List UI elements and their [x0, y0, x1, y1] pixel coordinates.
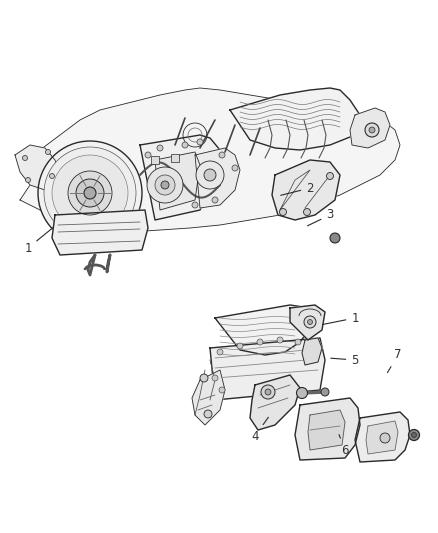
Circle shape — [25, 177, 31, 182]
Circle shape — [204, 410, 212, 418]
Circle shape — [46, 149, 50, 155]
Circle shape — [68, 171, 112, 215]
Circle shape — [304, 316, 316, 328]
Polygon shape — [52, 210, 148, 255]
Circle shape — [157, 145, 163, 151]
Polygon shape — [302, 338, 322, 365]
Circle shape — [197, 139, 203, 145]
Polygon shape — [250, 375, 300, 430]
Text: 3: 3 — [307, 208, 334, 226]
Circle shape — [307, 319, 312, 325]
Circle shape — [232, 165, 238, 171]
Polygon shape — [230, 88, 360, 150]
Circle shape — [330, 233, 340, 243]
Circle shape — [145, 152, 151, 158]
Text: 2: 2 — [281, 182, 314, 195]
Polygon shape — [15, 145, 60, 190]
Circle shape — [295, 339, 301, 345]
Polygon shape — [308, 410, 345, 450]
Bar — [171, 154, 179, 162]
Text: 6: 6 — [339, 434, 349, 456]
Circle shape — [219, 152, 225, 158]
Polygon shape — [366, 421, 398, 454]
Circle shape — [44, 147, 136, 239]
Circle shape — [380, 433, 390, 443]
Circle shape — [192, 202, 198, 208]
Circle shape — [365, 123, 379, 137]
Polygon shape — [140, 135, 220, 220]
Polygon shape — [155, 152, 200, 210]
Circle shape — [411, 432, 417, 438]
Text: 7: 7 — [388, 349, 402, 373]
Polygon shape — [192, 370, 225, 425]
Circle shape — [204, 169, 216, 181]
Circle shape — [265, 389, 271, 395]
Circle shape — [161, 181, 169, 189]
Circle shape — [237, 343, 243, 349]
Circle shape — [52, 155, 128, 231]
Polygon shape — [290, 305, 325, 340]
Circle shape — [217, 349, 223, 355]
Circle shape — [304, 208, 311, 215]
Circle shape — [321, 388, 329, 396]
Circle shape — [369, 127, 375, 133]
Circle shape — [219, 387, 225, 393]
Polygon shape — [295, 398, 360, 460]
Text: 1: 1 — [323, 311, 359, 325]
Text: 4: 4 — [251, 417, 268, 442]
Circle shape — [297, 387, 307, 399]
Circle shape — [76, 179, 104, 207]
Circle shape — [84, 187, 96, 199]
Polygon shape — [355, 412, 410, 462]
Circle shape — [257, 339, 263, 345]
Polygon shape — [272, 160, 340, 220]
Circle shape — [49, 174, 54, 179]
Circle shape — [279, 208, 286, 215]
Text: 5: 5 — [331, 353, 359, 367]
Polygon shape — [20, 88, 400, 232]
Circle shape — [22, 156, 28, 160]
Circle shape — [212, 375, 218, 381]
Polygon shape — [350, 108, 390, 148]
Circle shape — [212, 197, 218, 203]
Polygon shape — [210, 338, 325, 400]
Circle shape — [277, 337, 283, 343]
Circle shape — [182, 142, 188, 148]
Circle shape — [200, 374, 208, 382]
Circle shape — [147, 167, 183, 203]
Circle shape — [196, 161, 224, 189]
Circle shape — [261, 385, 275, 399]
Polygon shape — [215, 305, 315, 355]
Text: 1: 1 — [24, 228, 53, 254]
Circle shape — [409, 430, 420, 440]
Bar — [151, 156, 159, 164]
Polygon shape — [195, 148, 240, 208]
Circle shape — [38, 141, 142, 245]
Circle shape — [326, 173, 333, 180]
Circle shape — [155, 175, 175, 195]
